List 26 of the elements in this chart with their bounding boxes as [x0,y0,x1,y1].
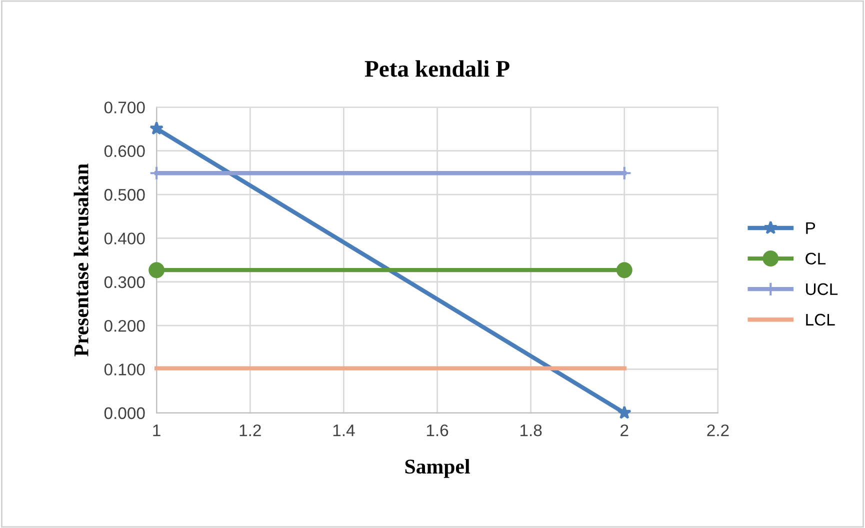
point [148,262,165,278]
y-tick-label: 0.200 [104,320,145,332]
legend-label: P [806,222,816,234]
y-tick-label: 0.500 [104,188,145,201]
legend-label: CL [806,252,826,265]
x-tick-label: 1.6 [426,424,448,436]
chart-title: Peta kendali P [364,60,510,77]
point [616,262,632,278]
legend-label: UCL [806,283,838,296]
x-tick-label: 1.2 [240,424,261,436]
x-axis-title: Sampel [405,458,470,478]
y-tick-label: 0.300 [104,276,145,288]
y-tick-label: 0.100 [104,364,145,376]
y-axis-title: Presentase kerusakan [74,164,88,356]
x-tick-label: 1 [153,424,160,436]
y-tick-label: 0.600 [104,145,145,158]
x-tick-label: 1.4 [333,424,355,436]
x-tick-label: 2 [620,424,628,436]
point [150,121,164,135]
y-tick-label: 0.700 [104,102,145,114]
legend-label: LCL [806,314,835,326]
y-tick-label: 0.400 [104,232,145,244]
point [617,406,632,419]
x-tick-label: 2.2 [707,424,729,436]
y-tick-label: 0.000 [104,407,145,420]
x-tick-label: 1.8 [520,424,542,436]
